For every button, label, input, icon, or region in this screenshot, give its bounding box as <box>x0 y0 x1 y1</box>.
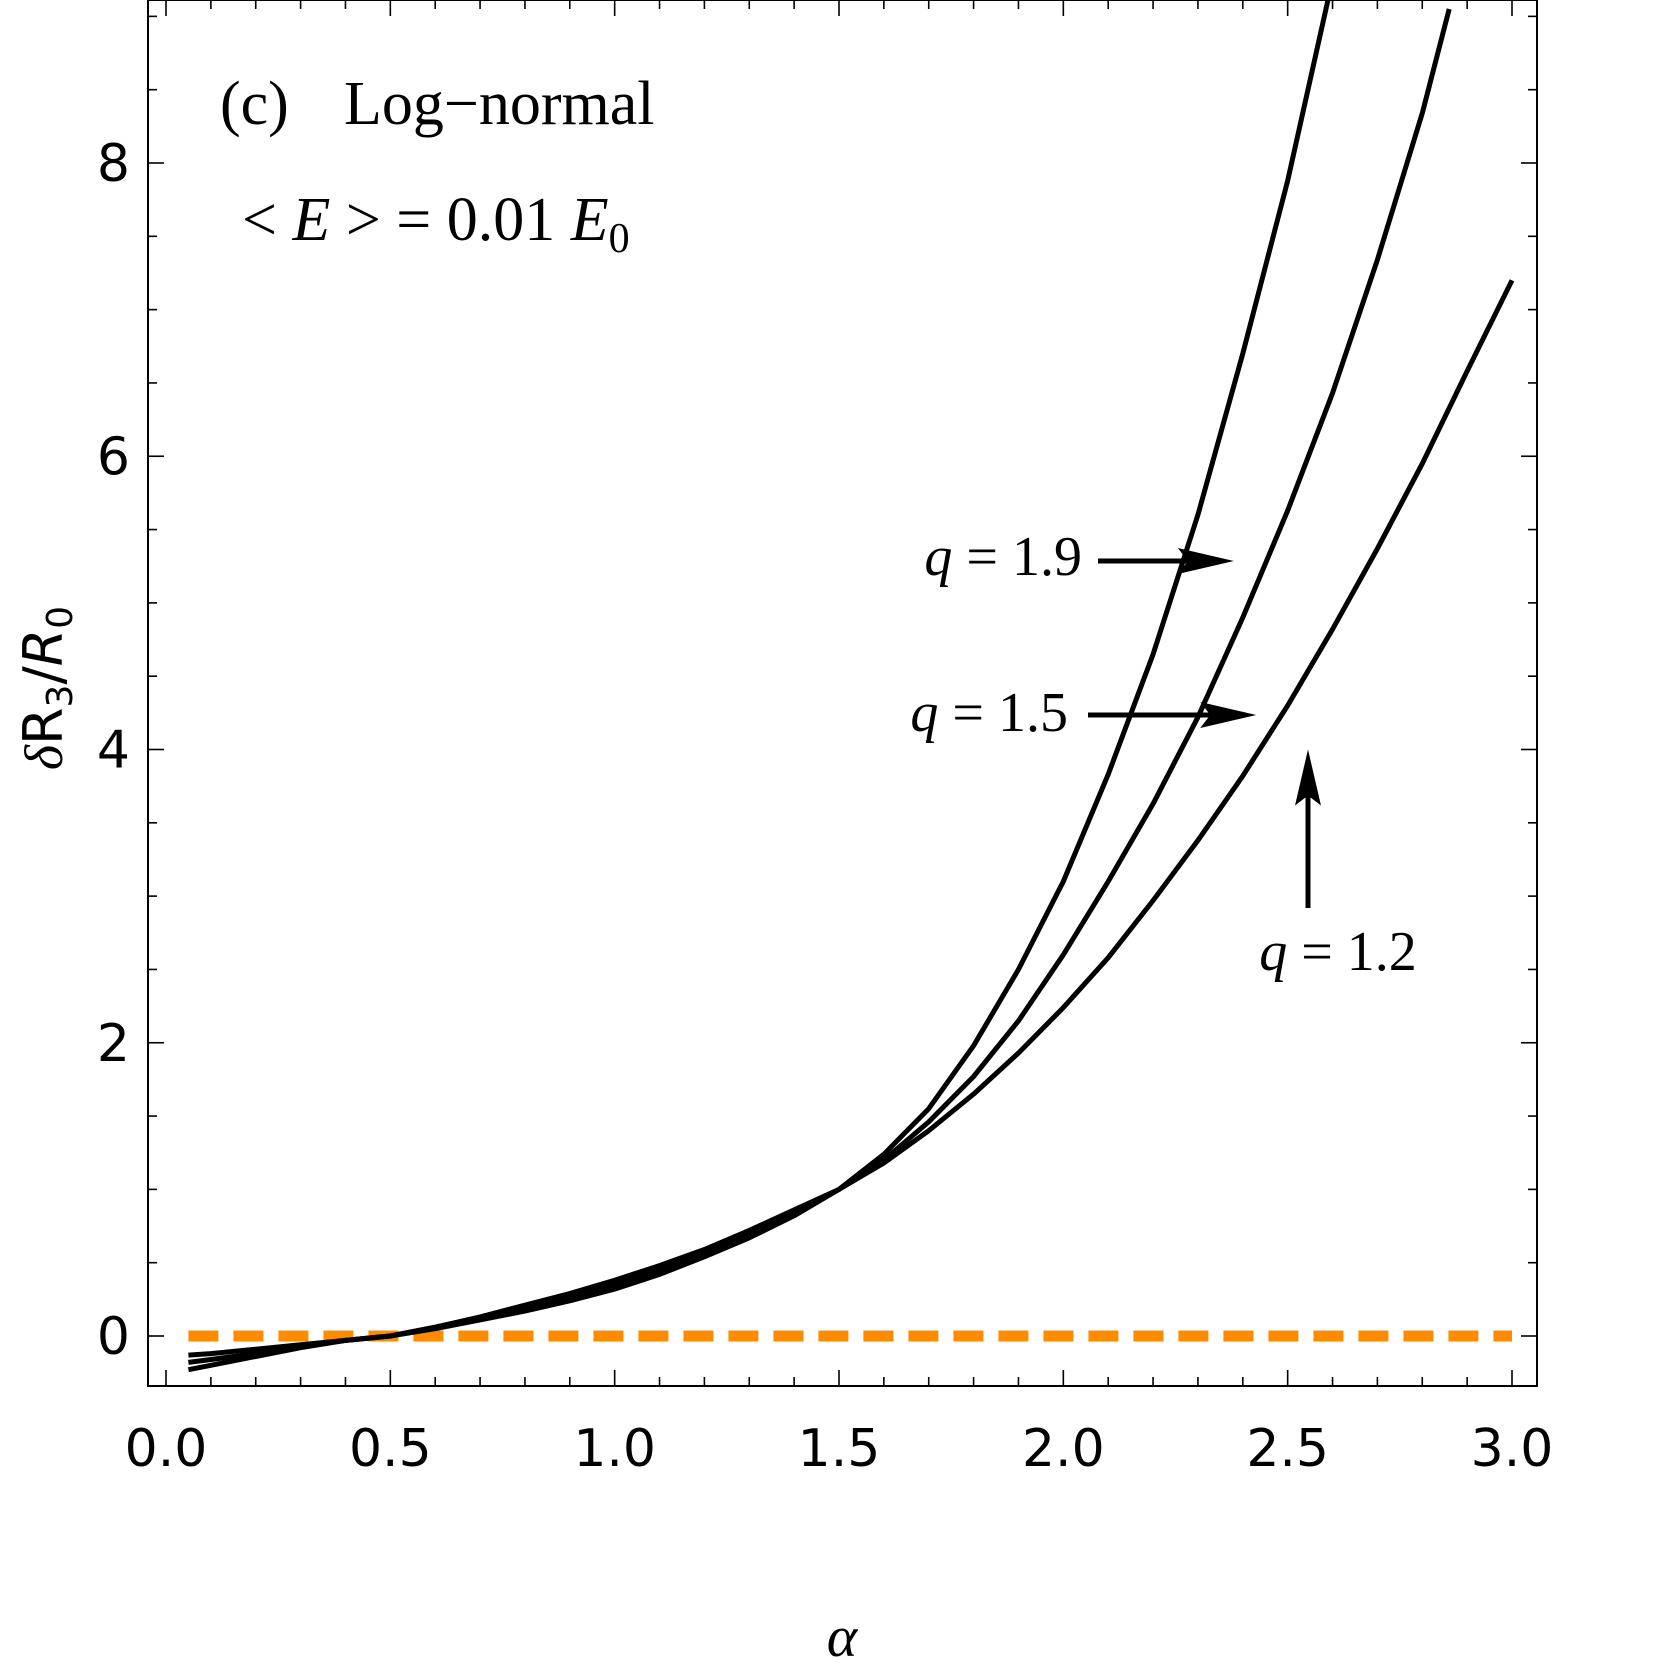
condition-var: E <box>291 186 330 254</box>
x-tick-labels: 0.0 0.5 1.0 1.5 2.0 2.5 3.0 <box>125 1419 1554 1479</box>
annotation-arrow-head <box>1200 702 1257 728</box>
panel-title: Log−normal <box>344 70 654 138</box>
condition-middle: > = 0.01 <box>330 186 570 254</box>
condition-var2: E <box>570 186 609 254</box>
y-tick-label: 8 <box>97 134 130 194</box>
annotation-value: = 1.2 <box>1287 921 1417 983</box>
x-axis-label: α <box>827 1604 859 1669</box>
annotation-label: q = 1.2 <box>1259 921 1417 983</box>
annotation-value: = 1.9 <box>952 526 1082 588</box>
annotation-value: = 1.5 <box>938 682 1068 744</box>
series-group <box>187 0 1515 1373</box>
condition-prefix: < <box>242 186 292 254</box>
y-label-r: R <box>12 707 75 745</box>
y-label-sub2: 0 <box>40 606 81 629</box>
annotation-label: q = 1.9 <box>924 526 1082 588</box>
annotation-label: q = 1.5 <box>910 682 1068 744</box>
annotation-arrow-head <box>1295 749 1321 806</box>
x-tick-label: 0.0 <box>125 1419 208 1479</box>
annotation-var: q <box>910 682 938 744</box>
y-tick-labels: 0 2 4 6 8 <box>97 134 130 1367</box>
x-tick-label: 3.0 <box>1471 1419 1554 1479</box>
y-tick-label: 4 <box>97 721 130 781</box>
annotation-arrow-head <box>1177 548 1234 574</box>
y-label-sub: 3 <box>40 685 81 708</box>
x-tick-label: 2.5 <box>1246 1419 1329 1479</box>
axis-ticks <box>148 0 1537 1386</box>
x-tick-label: 1.5 <box>798 1419 881 1479</box>
x-tick-label: 2.0 <box>1022 1419 1105 1479</box>
annotations: q = 1.9q = 1.5q = 1.2 <box>910 526 1416 983</box>
x-tick-label: 0.5 <box>349 1419 432 1479</box>
y-tick-label: 6 <box>97 427 130 487</box>
y-tick-label: 0 <box>97 1307 130 1367</box>
condition-label: < E > = 0.01 E0 <box>242 186 630 262</box>
annotation-var: q <box>1259 921 1287 983</box>
y-label-r2: R <box>12 629 75 667</box>
annotation-var: q <box>924 526 952 588</box>
plot-frame <box>147 0 1538 1387</box>
x-tick-label: 1.0 <box>573 1419 656 1479</box>
y-label-delta: δ <box>14 744 74 770</box>
y-label-slash: / <box>12 666 75 685</box>
condition-sub: 0 <box>609 216 630 262</box>
series-line-3 <box>188 279 1515 1358</box>
y-tick-label: 2 <box>97 1014 130 1074</box>
y-axis-label: δR3/R0 <box>12 606 81 770</box>
panel-label: (c) <box>220 70 289 138</box>
